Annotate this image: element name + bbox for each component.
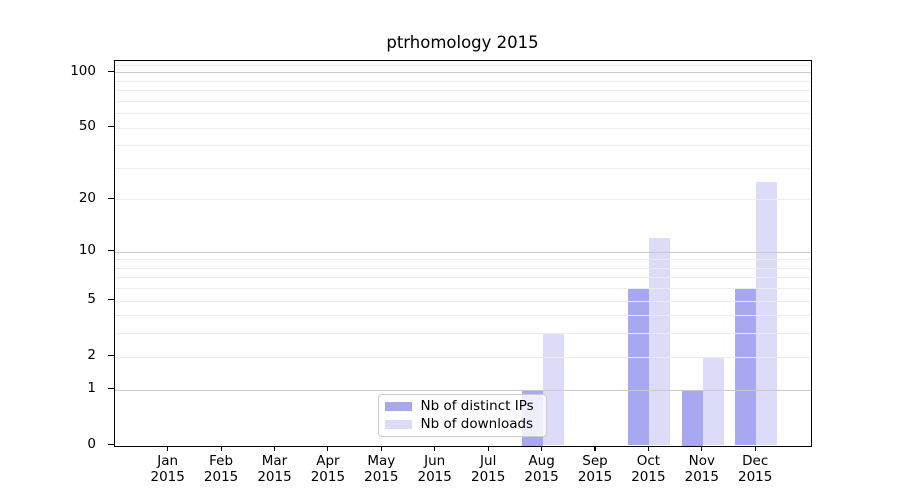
bar-distinct-ips (681, 389, 703, 446)
minor-gridline (114, 100, 812, 102)
x-tick-label: Apr 2015 (310, 452, 346, 486)
chart-title: ptrhomology 2015 (386, 33, 539, 52)
x-tick-mark (327, 446, 329, 451)
minor-gridline (114, 288, 812, 290)
bar-distinct-ips (628, 288, 650, 446)
legend-item: Nb of distinct IPs (384, 398, 546, 414)
x-tick-label: Mar 2015 (257, 452, 292, 486)
y-tick-mark (108, 126, 114, 128)
y-tick-mark (108, 197, 114, 199)
x-tick-label: Dec 2015 (738, 452, 773, 486)
y-tick-label: 2 (87, 347, 96, 364)
legend-item: Nb of downloads (384, 416, 546, 432)
plot-area (113, 60, 813, 447)
minor-gridline (114, 267, 812, 269)
x-tick-label: Aug 2015 (524, 452, 559, 486)
legend-swatch (384, 401, 412, 411)
minor-gridline (114, 333, 812, 335)
y-tick-label: 10 (78, 242, 96, 259)
y-tick-label: 1 (87, 380, 96, 396)
y-tick-mark (108, 444, 114, 446)
minor-gridline (114, 259, 812, 261)
x-tick-mark (380, 446, 382, 451)
x-tick-mark (273, 446, 276, 451)
bar-downloads (649, 238, 671, 446)
x-tick-label: Jul 2015 (471, 452, 506, 486)
minor-gridline (114, 300, 812, 302)
x-tick-mark (541, 446, 543, 451)
legend-label: Nb of distinct IPs (420, 398, 534, 414)
x-tick-label: Sep 2015 (577, 452, 613, 486)
minor-gridline (114, 127, 812, 129)
y-tick-mark (108, 299, 114, 301)
x-tick-mark (647, 446, 649, 451)
y-tick-label: 50 (78, 118, 96, 135)
y-tick-mark (108, 388, 114, 390)
bar-downloads (756, 182, 778, 446)
x-tick-mark (220, 446, 222, 451)
x-tick-mark (754, 446, 756, 451)
minor-gridline (114, 90, 812, 92)
minor-gridline (114, 277, 812, 279)
major-gridline (114, 389, 812, 391)
y-tick-mark (108, 70, 114, 72)
bar-downloads (542, 333, 564, 446)
x-tick-label: Feb 2015 (203, 452, 239, 486)
legend-label: Nb of downloads (420, 416, 534, 432)
x-tick-mark (434, 446, 436, 451)
bar-downloads (702, 356, 724, 446)
legend-swatch (384, 419, 412, 429)
x-tick-label: Jun 2015 (417, 452, 452, 486)
minor-gridline (114, 64, 812, 66)
x-tick-mark (487, 446, 489, 451)
x-tick-label: Jan 2015 (150, 452, 185, 486)
y-tick-mark (108, 355, 114, 357)
minor-gridline (114, 315, 812, 317)
minor-gridline (114, 356, 812, 358)
minor-gridline (114, 167, 812, 169)
x-tick-label: May 2015 (364, 452, 399, 486)
minor-gridline (114, 113, 812, 115)
legend: Nb of distinct IPs Nb of downloads (377, 393, 547, 437)
major-gridline (114, 251, 812, 253)
y-tick-label: 5 (87, 291, 96, 308)
x-tick-mark (701, 446, 703, 451)
x-tick-label: Oct 2015 (631, 452, 666, 486)
y-tick-mark (108, 250, 114, 252)
minor-gridline (114, 80, 812, 82)
x-tick-label: Nov 2015 (684, 452, 719, 486)
x-tick-mark (594, 446, 596, 451)
major-gridline (114, 72, 812, 74)
minor-gridline (114, 199, 812, 201)
bar-distinct-ips (735, 288, 757, 446)
y-tick-label: 20 (78, 189, 96, 206)
y-tick-label: 100 (70, 62, 96, 79)
minor-gridline (114, 145, 812, 147)
x-tick-mark (167, 446, 169, 451)
y-tick-label: 0 (87, 436, 96, 452)
